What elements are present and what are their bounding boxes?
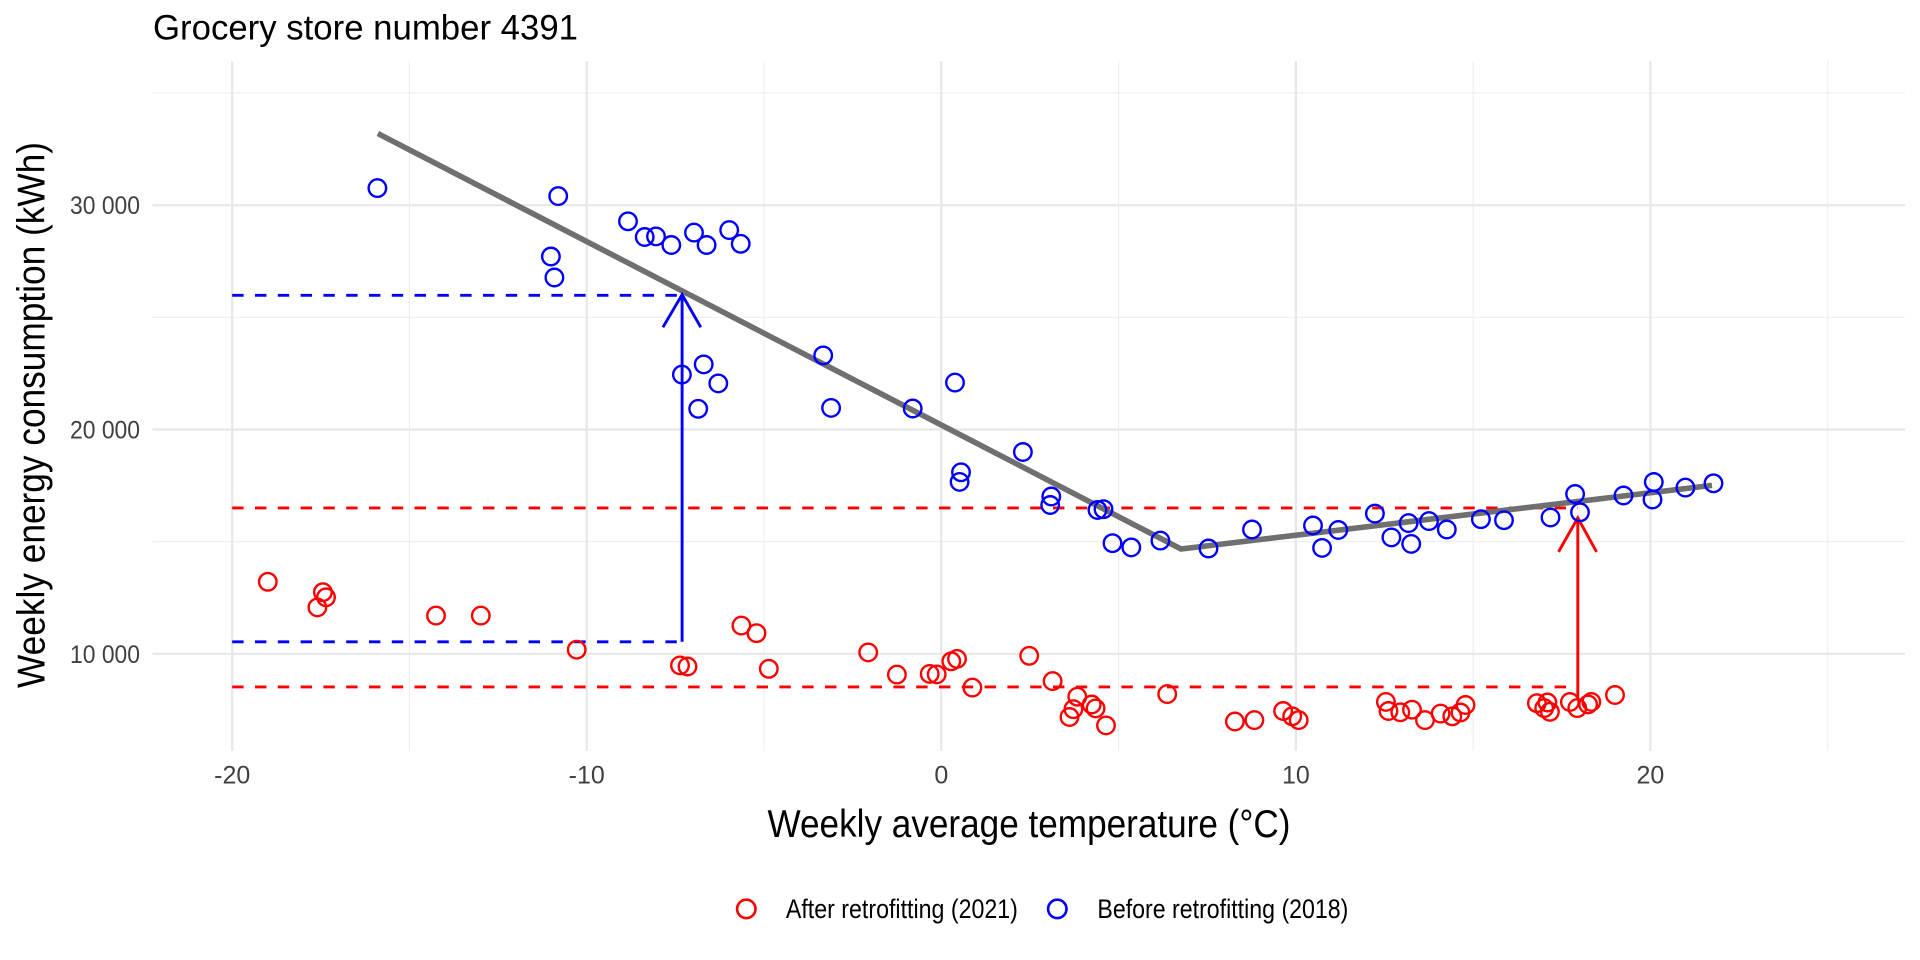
svg-text:After retrofitting (2021): After retrofitting (2021) <box>786 894 1018 924</box>
svg-text:20: 20 <box>1636 762 1664 790</box>
svg-text:Grocery store number 4391: Grocery store number 4391 <box>153 8 578 47</box>
svg-text:30 000: 30 000 <box>70 192 140 220</box>
svg-text:-10: -10 <box>569 762 605 790</box>
svg-text:Weekly energy consumption (kWh: Weekly energy consumption (kWh) <box>11 142 54 688</box>
svg-text:10 000: 10 000 <box>70 641 140 669</box>
svg-text:10: 10 <box>1282 762 1310 790</box>
svg-text:Before retrofitting (2018): Before retrofitting (2018) <box>1097 894 1348 924</box>
svg-text:20 000: 20 000 <box>70 417 140 445</box>
svg-text:Weekly average temperature (°C: Weekly average temperature (°C) <box>768 803 1291 846</box>
svg-text:-20: -20 <box>214 762 250 790</box>
svg-text:0: 0 <box>934 762 948 790</box>
